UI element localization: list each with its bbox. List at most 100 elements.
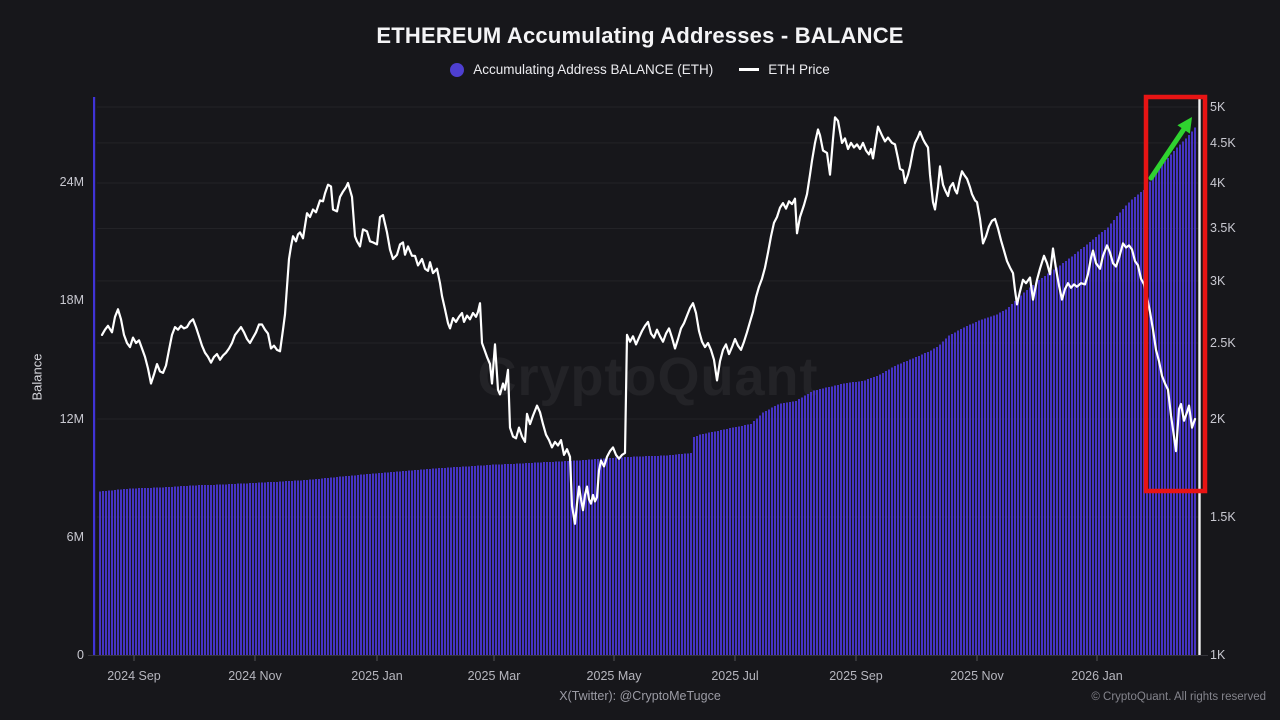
balance-bar (282, 481, 284, 655)
balance-bar (690, 453, 692, 655)
balance-bar (1077, 251, 1079, 655)
balance-bar (510, 463, 512, 655)
balance-bar (162, 487, 164, 655)
balance-bar (363, 474, 365, 655)
right-tick-label: 5K (1210, 100, 1226, 114)
balance-bar (450, 467, 452, 655)
balance-bar (150, 487, 152, 655)
balance-bar (1110, 223, 1112, 655)
balance-bar (579, 460, 581, 655)
balance-bar (1020, 295, 1022, 655)
balance-bar (285, 481, 287, 655)
balance-bar (360, 474, 362, 655)
balance-bar (519, 463, 521, 655)
balance-bar (771, 407, 773, 655)
balance-bar (1095, 237, 1097, 655)
balance-bar (885, 371, 887, 655)
balance-bar (1080, 249, 1082, 655)
red-highlight-box (1143, 94, 1208, 494)
x-tick-label: 2025 Sep (829, 669, 883, 683)
x-tick-label: 2024 Sep (107, 669, 161, 683)
balance-bar (543, 462, 545, 655)
balance-bar (675, 454, 677, 655)
balance-bar (1179, 144, 1181, 655)
right-tick-label: 4.5K (1210, 135, 1236, 150)
balance-bar (501, 464, 503, 655)
balance-bar (144, 488, 146, 655)
balance-bar (375, 473, 377, 655)
chart-title: ETHEREUM Accumulating Addresses - BALANC… (376, 23, 904, 48)
balance-bar (639, 456, 641, 655)
balance-bar (1191, 131, 1193, 655)
balance-bar (369, 473, 371, 655)
balance-bar (648, 456, 650, 655)
balance-bar (654, 455, 656, 655)
balance-bar (195, 485, 197, 655)
balance-bar (129, 488, 131, 655)
balance-bar (342, 476, 344, 655)
balance-bar (306, 479, 308, 655)
balance-bar (120, 489, 122, 655)
balance-bar (777, 404, 779, 655)
balance-bar (297, 480, 299, 655)
x-tick-label: 2026 Jan (1071, 669, 1123, 683)
balance-bar (912, 358, 914, 655)
balance-bar (621, 457, 623, 655)
balance-bar (966, 326, 968, 655)
balance-bar (414, 470, 416, 655)
balance-bar (1062, 263, 1064, 655)
balance-bar (837, 384, 839, 655)
balance-bar (399, 471, 401, 655)
x-tick-label: 2025 Mar (467, 669, 521, 683)
balance-bar (291, 480, 293, 655)
balance-bar (1182, 141, 1184, 656)
balance-bar (330, 477, 332, 655)
left-tick-label: 0 (77, 648, 84, 662)
balance-bar (396, 471, 398, 655)
balance-bar (453, 467, 455, 655)
balance-bar (279, 481, 281, 655)
balance-bar (429, 468, 431, 655)
balance-bar (264, 482, 266, 655)
balance-bar (171, 486, 173, 655)
balance-bar (1116, 216, 1118, 655)
balance-bar (402, 471, 404, 655)
balance-bar (201, 485, 203, 655)
balance-bar (804, 395, 806, 655)
balance-bar (1086, 244, 1088, 655)
balance-bar (924, 353, 926, 655)
balance-bar (819, 389, 821, 655)
balance-bar (1107, 227, 1109, 656)
balance-bar (765, 410, 767, 655)
balance-bar (996, 314, 998, 655)
balance-bar (846, 382, 848, 655)
balance-bar (525, 463, 527, 655)
balance-bar (870, 378, 872, 655)
balance-bar (1173, 151, 1175, 655)
balance-bar (651, 456, 653, 655)
balance-bars (99, 127, 1196, 656)
balance-bar (588, 459, 590, 655)
balance-bar (405, 470, 407, 655)
copyright-text: © CryptoQuant. All rights reserved (1091, 691, 1266, 703)
balance-bar (141, 488, 143, 655)
balance-bar (111, 490, 113, 655)
balance-bar (192, 485, 194, 655)
x-tick-label: 2025 Jul (711, 669, 759, 683)
balance-bar (687, 453, 689, 655)
balance-bar (609, 458, 611, 655)
balance-bar (327, 477, 329, 655)
balance-bar (915, 357, 917, 655)
balance-bar (471, 466, 473, 655)
balance-bar (474, 465, 476, 655)
balance-bar (513, 463, 515, 655)
balance-bar (372, 473, 374, 655)
balance-bar (999, 312, 1001, 655)
balance-bar (558, 461, 560, 655)
balance-bar (894, 365, 896, 655)
balance-bar (1170, 154, 1172, 655)
balance-bar (504, 464, 506, 655)
balance-bar (1113, 219, 1115, 655)
